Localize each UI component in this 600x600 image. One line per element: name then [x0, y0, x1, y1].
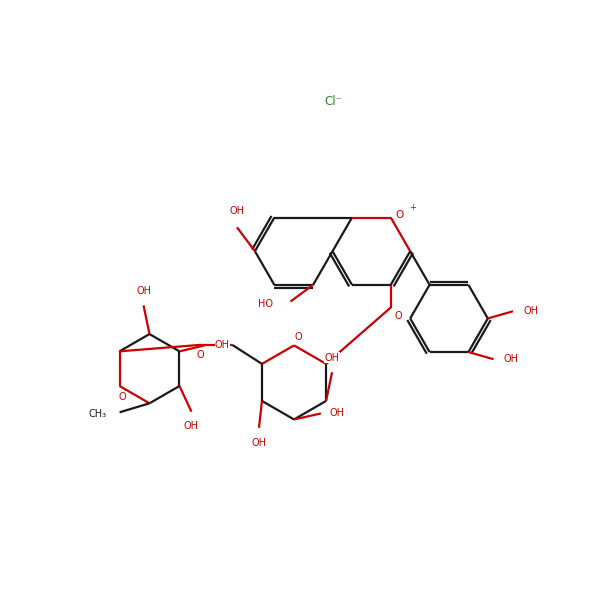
Text: HO: HO	[257, 299, 272, 309]
Text: +: +	[409, 203, 416, 212]
Text: OH: OH	[329, 409, 344, 418]
Text: OH: OH	[251, 438, 266, 448]
Text: O: O	[119, 392, 127, 402]
Text: OH: OH	[184, 421, 199, 431]
Text: CH₃: CH₃	[88, 409, 107, 419]
Text: O: O	[394, 311, 402, 321]
Text: OH: OH	[325, 353, 340, 363]
Text: Cl⁻: Cl⁻	[324, 95, 342, 108]
Text: O: O	[196, 350, 203, 360]
Text: OH: OH	[523, 306, 538, 316]
Text: OH: OH	[136, 286, 151, 296]
Text: OH: OH	[229, 206, 244, 216]
Text: O: O	[295, 332, 302, 342]
Text: O: O	[395, 210, 403, 220]
Text: OH: OH	[504, 354, 519, 364]
Text: OH: OH	[215, 340, 230, 350]
